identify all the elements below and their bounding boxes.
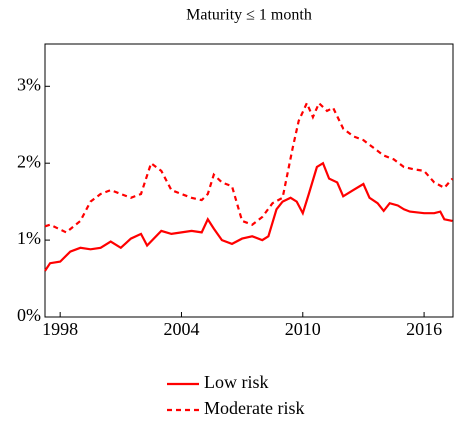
series-line: [44, 161, 453, 272]
y-tick-label: 2%: [17, 151, 41, 171]
chart-title: Maturity ≤ 1 month: [186, 7, 312, 24]
series-line: [44, 100, 454, 234]
x-tick-label: 2010: [285, 319, 321, 339]
y-tick-label: 3%: [17, 74, 41, 94]
x-tick-label: 2016: [406, 319, 442, 339]
x-tick-label: 2004: [163, 319, 199, 339]
x-tick-label: 1998: [42, 319, 78, 339]
plot-frame: [44, 43, 454, 318]
y-tick-label: 0%: [17, 305, 41, 325]
y-tick-label: 1%: [17, 228, 41, 248]
legend-label: Low risk: [204, 372, 269, 392]
legend-label: Moderate risk: [204, 398, 304, 418]
